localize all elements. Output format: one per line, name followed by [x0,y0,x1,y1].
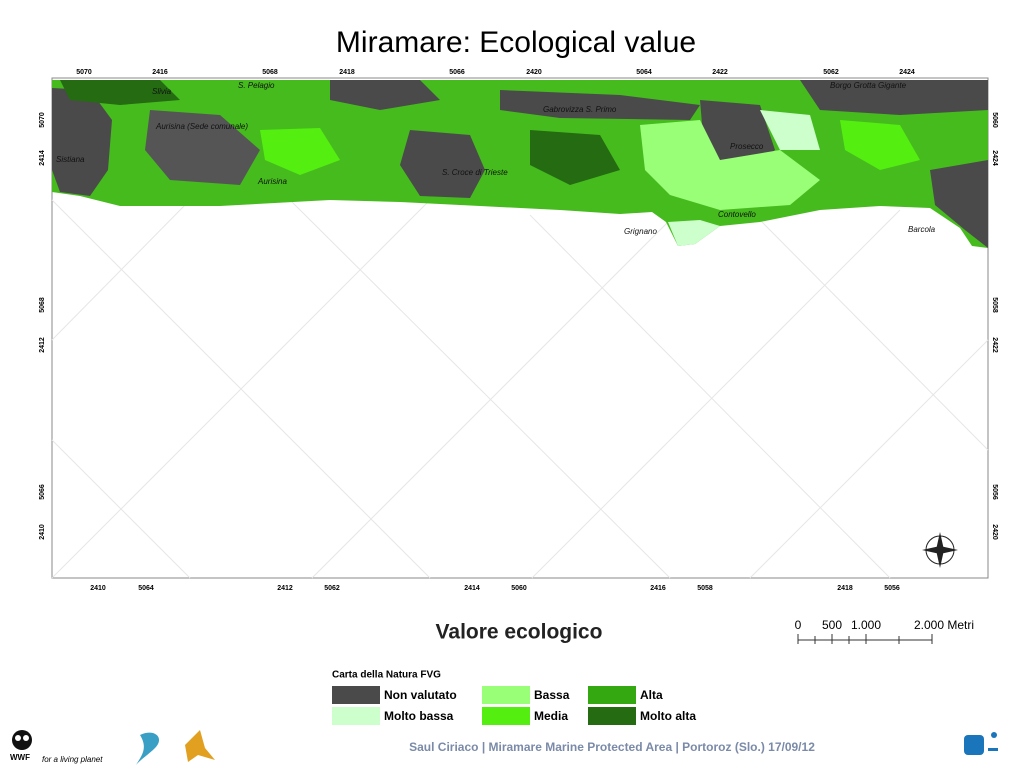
coord-label: 5060 [511,585,527,592]
coord-label: 5056 [991,484,998,500]
coord-label: 5056 [884,585,900,592]
legend-label: Molto alta [640,709,696,723]
coord-label: 5064 [138,585,154,592]
coord-label: 5066 [449,69,465,76]
coord-label: 2418 [837,585,853,592]
coord-label: 5066 [39,484,46,500]
coord-label: 2412 [277,585,293,592]
legend-source: Carta della Natura FVG [332,670,441,681]
map-grid [51,199,989,579]
scale-label: 2.000 Metri [914,618,974,632]
coord-label: 5068 [262,69,278,76]
legend-label: Bassa [534,688,570,702]
scale-label: 1.000 [851,618,881,632]
land-patches [52,80,988,248]
place-name: S. Pelagio [238,81,275,90]
place-name: Aurisina [257,177,287,186]
coord-label: 2420 [526,69,542,76]
footer-text: Saul Ciriaco | Miramare Marine Protected… [409,740,815,754]
compass [922,532,958,568]
coord-label: 2416 [650,585,666,592]
place-name: S. Croce di Trieste [442,168,508,177]
coord-label: 2422 [712,69,728,76]
place-name: Barcola [908,225,936,234]
coord-label: 2410 [39,524,46,540]
coord-label: 5070 [39,112,46,128]
coord-label: 2424 [991,150,998,166]
coord-label: 2422 [991,337,998,353]
coord-label: 5062 [324,585,340,592]
slide-title: Miramare: Ecological value [336,26,696,59]
scale-label: 0 [795,618,802,632]
legend-label: Media [534,709,568,723]
scale-bar [797,634,933,644]
place-name: Prosecco [730,142,764,151]
place-name: Contovello [718,210,756,219]
wwf-logo [12,730,32,750]
coord-label: 5064 [636,69,652,76]
place-name: Grignano [624,227,657,236]
legend-swatch [588,686,636,704]
coord-label: 5060 [991,112,998,128]
legend-swatch [332,707,380,725]
coord-label: 2416 [152,69,168,76]
map [51,77,989,579]
coord-label: 2414 [464,585,480,592]
coord-label: 5058 [697,585,713,592]
wwf-text: WWF [10,753,30,762]
place-name: Borgo Grotta Gigante [830,81,907,90]
coord-label: 5058 [991,297,998,313]
coord-label: 2420 [991,524,998,540]
coord-label: 2418 [339,69,355,76]
legend-swatch [332,686,380,704]
place-name: Sistiana [56,155,85,164]
scale-label: 500 [822,618,842,632]
ministry-logo [185,730,215,762]
coord-label: 2414 [39,150,46,166]
partner-logo [136,732,160,765]
legend-swatch [482,686,530,704]
legend-swatch [482,707,530,725]
coord-label: 2410 [90,585,106,592]
legend-label: Non valutato [384,688,457,702]
legend-swatch [588,707,636,725]
place-name: Aurisina (Sede comunale) [155,122,248,131]
coord-label: 5068 [39,297,46,313]
place-name: Gabrovizza S. Primo [543,105,617,114]
legend-label: Molto bassa [384,709,454,723]
coord-label: 2424 [899,69,915,76]
slogan: for a living planet [42,755,103,764]
brand-logo [964,732,998,755]
coord-label: 2412 [39,337,46,353]
coord-label: 5070 [76,69,92,76]
coord-label: 5062 [823,69,839,76]
legend-label: Alta [640,688,663,702]
legend-title: Valore ecologico [436,621,603,644]
place-name: Slivia [152,87,172,96]
